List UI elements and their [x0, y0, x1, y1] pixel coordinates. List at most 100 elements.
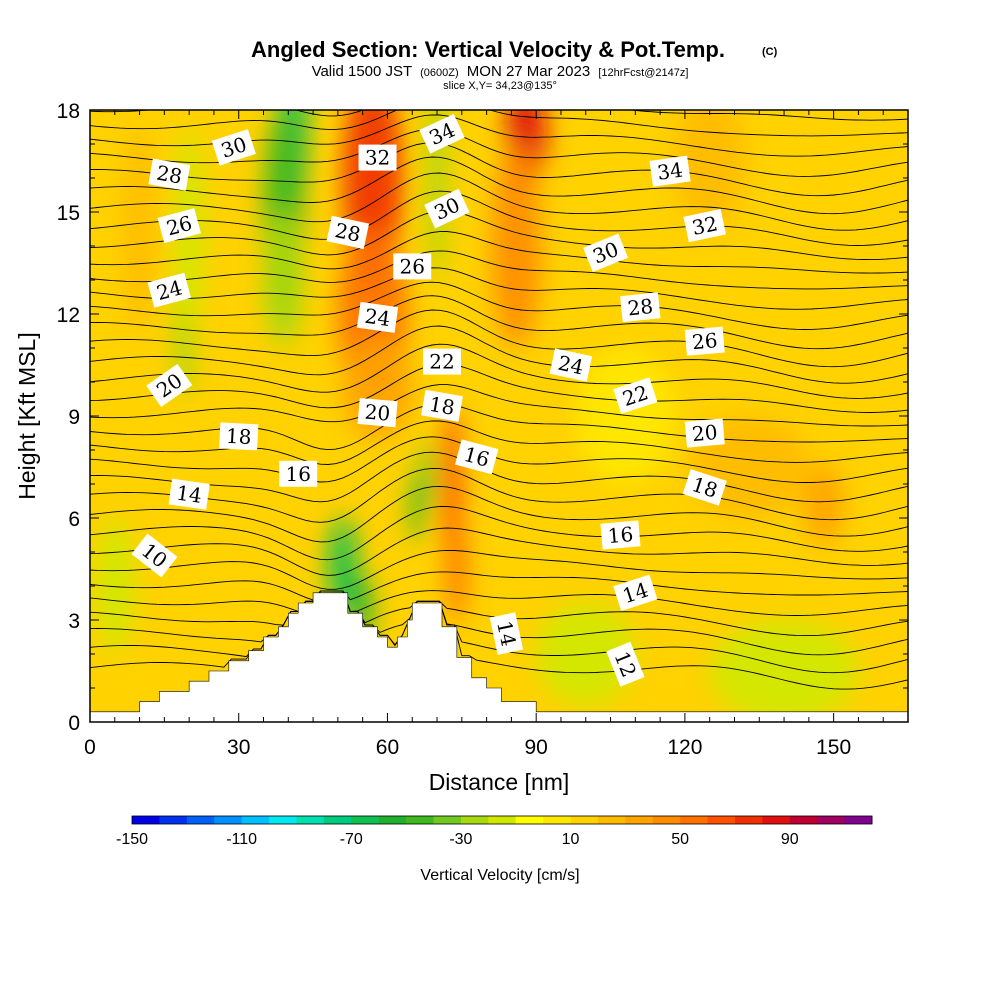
velocity-cell	[803, 463, 844, 546]
contour-label-text: 28	[155, 161, 184, 189]
colorbar-swatch	[652, 816, 681, 824]
y-tick-label: 6	[68, 508, 80, 531]
theta-contour-line	[90, 363, 908, 413]
velocity-cell	[427, 110, 447, 280]
contour-label: 30	[424, 188, 470, 229]
y-tick-label: 9	[68, 406, 80, 429]
contour-label-box	[356, 301, 399, 333]
contour-label-text: 24	[363, 304, 392, 331]
contour-label-box	[454, 439, 499, 475]
contour-label-box	[393, 253, 432, 280]
contour-label-text: 28	[626, 294, 654, 321]
colorbar-tick-label: 10	[562, 831, 580, 848]
colorbar-swatch	[707, 816, 736, 824]
colorbar-swatch	[214, 816, 243, 824]
copyright-mark: (C)	[762, 46, 778, 58]
velocity-cell	[491, 144, 542, 348]
theta-contour-line	[90, 506, 908, 561]
y-tick-label: 18	[57, 100, 80, 123]
contour-label: 26	[684, 326, 725, 356]
contour-label-box	[168, 478, 210, 510]
contour-label-text: 18	[427, 392, 456, 420]
colorbar-swatch	[323, 816, 352, 824]
terrain-profile	[89, 592, 909, 723]
theta-contour-line	[90, 590, 908, 690]
theta-contour-line	[90, 549, 908, 590]
contour-label-text: 16	[285, 462, 310, 486]
x-tick-label: 150	[816, 736, 851, 759]
contour-label-box	[147, 272, 192, 308]
valid-date: MON 27 Mar 2023	[467, 63, 590, 80]
theta-contour-line	[90, 343, 908, 399]
theta-contour-line	[90, 156, 908, 215]
theta-contour-line	[90, 281, 908, 330]
contour-label-box	[326, 215, 370, 250]
colorbar-swatch	[734, 816, 763, 824]
valid-time-line: Valid 1500 JST (0600Z) MON 27 Mar 2023 […	[312, 63, 689, 80]
theta-contour-line	[90, 267, 908, 310]
colorbar-swatch	[269, 816, 297, 824]
y-axis: 0 3 6 9 12 15 18	[57, 100, 908, 735]
colorbar-label: Vertical Velocity [cm/s]	[420, 867, 579, 884]
colorbar-swatch	[132, 816, 160, 824]
chart-title: Angled Section: Vertical Velocity & Pot.…	[251, 37, 725, 62]
colorbar-swatch	[378, 816, 407, 824]
theta-contour-line	[90, 527, 908, 576]
theta-contour-line	[90, 436, 908, 483]
theta-contour-line	[90, 190, 908, 246]
y-axis-label: Height [Kft MSL]	[14, 332, 40, 499]
contour-label-box	[421, 389, 463, 422]
contour-label: 20	[357, 397, 398, 428]
contour-label-box	[606, 641, 645, 687]
x-tick-label: 30	[227, 736, 250, 759]
colorbar-swatch	[186, 816, 215, 824]
contour-label-text: 32	[690, 211, 720, 240]
x-tick-label: 0	[84, 736, 96, 759]
contour-label: 32	[358, 144, 397, 171]
colorbar-swatch	[351, 816, 380, 824]
contour-label: 20	[684, 418, 725, 448]
velocity-cell	[419, 439, 435, 508]
colorbar-swatch	[159, 816, 188, 824]
contour-label: 28	[620, 292, 661, 323]
contour-label-box	[358, 144, 397, 171]
velocity-cell	[709, 620, 859, 722]
contour-label-box	[424, 188, 470, 229]
velocity-cell	[124, 127, 155, 331]
contour-label-box	[613, 377, 658, 414]
contour-label-box	[148, 158, 191, 191]
colorbar-swatch	[680, 816, 709, 824]
contour-label-box	[682, 469, 727, 506]
colorbar-swatch	[789, 816, 818, 824]
contour-label: 32	[683, 208, 727, 243]
theta-contour-line	[90, 295, 908, 350]
contour-label: 24	[147, 272, 192, 308]
contour-label-text: 22	[429, 350, 454, 374]
theta-contour-line	[90, 172, 908, 231]
colorbar-tick-label: 90	[781, 831, 799, 848]
contour-label-box	[684, 418, 725, 448]
contour-label: 28	[148, 158, 191, 191]
colorbar-swatch	[460, 816, 489, 824]
x-tick-label: 120	[667, 736, 702, 759]
x-tick-label: 60	[376, 736, 399, 759]
contour-label-text: 26	[691, 328, 718, 354]
contour-label: 22	[422, 348, 461, 375]
theta-contour-line	[90, 590, 908, 616]
velocity-cell	[575, 348, 675, 484]
theta-contour-line	[90, 142, 908, 197]
contour-label-text: 26	[400, 254, 425, 278]
colorbar-swatch	[296, 816, 325, 824]
y-tick-label: 12	[57, 304, 80, 327]
theta-contour-line	[90, 250, 908, 290]
contour-label-box	[583, 233, 629, 272]
colorbar-tick-label: -30	[449, 831, 472, 848]
x-tick-label: 90	[525, 736, 548, 759]
contour-label: 22	[613, 377, 658, 414]
contour-label: 24	[356, 301, 399, 333]
contour-label-text: 20	[691, 420, 718, 446]
colorbar-swatch	[515, 816, 544, 824]
contour-label: 30	[211, 129, 256, 166]
velocity-cell	[446, 514, 467, 624]
